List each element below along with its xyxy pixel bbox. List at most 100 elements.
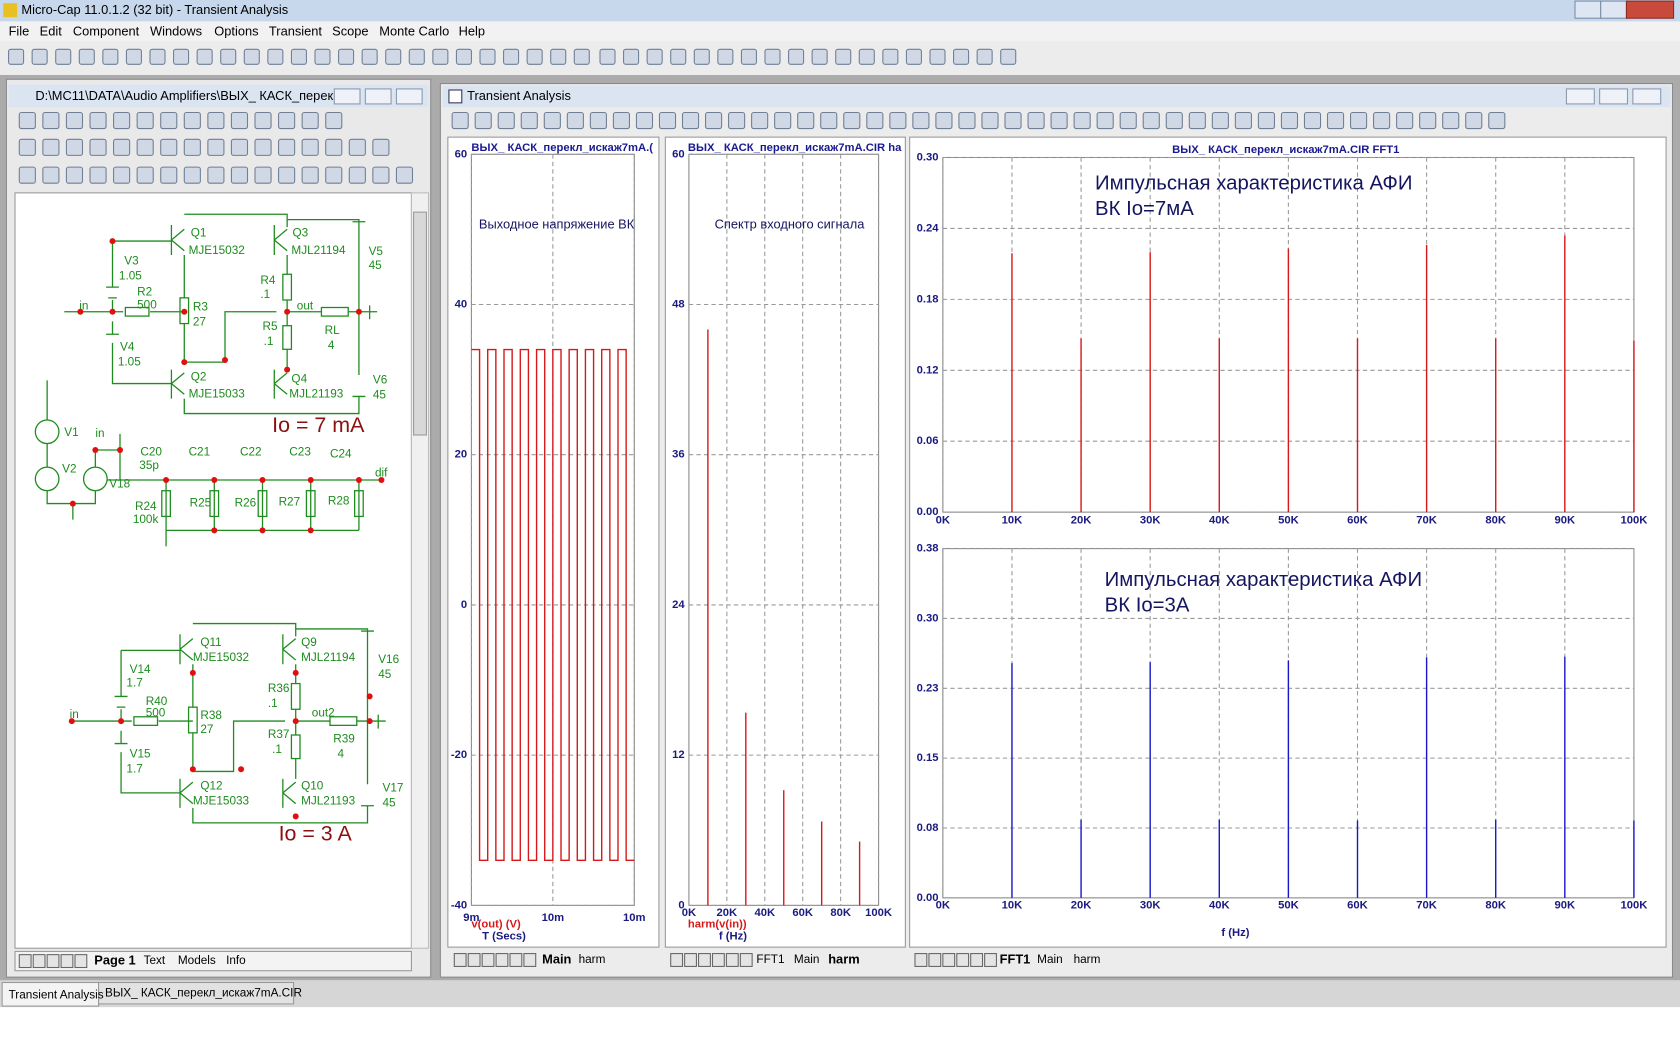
toolbar-button[interactable] [89,111,107,130]
menu-item[interactable]: Edit [40,24,63,39]
menu-item[interactable]: Scope [332,24,368,39]
maximize-button[interactable] [1600,0,1627,19]
toolbar-button[interactable] [173,48,190,65]
toolbar-button[interactable] [207,138,225,156]
toolbar-button[interactable] [230,138,249,156]
toolbar-button[interactable] [479,48,496,65]
toolbar-button[interactable] [658,111,677,130]
toolbar-button[interactable] [646,48,663,65]
toolbar-button[interactable] [18,111,36,130]
toolbar-button[interactable] [935,111,953,130]
toolbar-button[interactable] [136,111,154,130]
toolbar-button[interactable] [372,138,390,156]
menu-item[interactable]: Help [459,24,485,39]
toolbar-button[interactable] [1211,111,1229,130]
plot-tab[interactable]: harm [828,951,859,966]
toolbar-button[interactable] [348,166,366,184]
nav-button[interactable] [18,954,32,969]
nav-button[interactable] [481,953,495,967]
toolbar-button[interactable] [1165,111,1183,130]
nav-button[interactable] [984,953,997,967]
toolbar-button[interactable] [31,48,48,65]
toolbar-button[interactable] [1073,111,1091,130]
toolbar-button[interactable] [432,48,449,65]
toolbar-button[interactable] [451,111,469,130]
toolbar-button[interactable] [385,48,402,65]
toolbar-button[interactable] [717,48,734,65]
toolbar-button[interactable] [183,138,201,156]
toolbar-button[interactable] [623,48,640,65]
toolbar-button[interactable] [981,111,999,130]
sheet-tab[interactable]: Models [178,954,216,967]
toolbar-button[interactable] [858,48,875,65]
toolbar-button[interactable] [1257,111,1275,130]
toolbar-button[interactable] [774,111,792,130]
toolbar-button[interactable] [42,138,60,156]
toolbar-button[interactable] [160,138,178,156]
sheet-tab[interactable]: Info [226,954,246,967]
toolbar-button[interactable] [1419,111,1437,130]
toolbar-button[interactable] [612,111,630,130]
toolbar-button[interactable] [8,48,25,65]
menu-item[interactable]: Monte Carlo [379,24,449,39]
toolbar-button[interactable] [65,111,84,130]
nav-button[interactable] [32,954,46,969]
toolbar-button[interactable] [566,111,584,130]
nav-button[interactable] [670,953,684,967]
nav-button[interactable] [60,954,74,969]
plot-tab[interactable]: FFT1 [1000,951,1031,966]
toolbar-button[interactable] [278,138,296,156]
toolbar-button[interactable] [372,166,390,184]
toolbar-button[interactable] [18,166,36,184]
toolbar-button[interactable] [751,111,769,130]
toolbar-button[interactable] [55,48,72,65]
toolbar-button[interactable] [196,48,213,65]
toolbar-button[interactable] [1000,48,1017,65]
nav-button[interactable] [453,953,467,967]
toolbar-button[interactable] [740,48,757,65]
nav-button[interactable] [956,953,970,967]
toolbar-button[interactable] [207,111,225,130]
toolbar-button[interactable] [1280,111,1299,130]
toolbar-button[interactable] [543,111,561,130]
toolbar-button[interactable] [290,48,307,65]
sheet-tab[interactable]: Text [144,954,166,967]
toolbar-button[interactable] [1303,111,1322,130]
toolbar-button[interactable] [573,48,590,65]
toolbar-button[interactable] [728,111,746,130]
minimize-button[interactable] [1565,88,1595,105]
minimize-button[interactable] [1574,0,1602,19]
toolbar-button[interactable] [136,138,154,156]
toolbar-button[interactable] [220,48,237,65]
toolbar-button[interactable] [102,48,119,65]
toolbar-button[interactable] [889,111,907,130]
toolbar-button[interactable] [113,166,131,184]
toolbar-button[interactable] [348,138,366,156]
menu-item[interactable]: File [9,24,30,39]
toolbar-button[interactable] [1234,111,1252,130]
toolbar-button[interactable] [958,111,976,130]
toolbar-button[interactable] [912,111,930,130]
toolbar-button[interactable] [395,166,414,184]
menu-item[interactable]: Windows [150,24,202,39]
plot-tab[interactable]: harm [579,953,606,966]
toolbar-button[interactable] [905,48,922,65]
toolbar-button[interactable] [89,138,107,156]
plot-tab[interactable]: FFT1 [756,953,784,966]
nav-button[interactable] [711,953,725,967]
toolbar-button[interactable] [820,111,838,130]
toolbar-button[interactable] [497,111,515,130]
toolbar-button[interactable] [278,166,296,184]
toolbar-button[interactable] [65,138,84,156]
plot-tab[interactable]: Main [542,951,571,966]
toolbar-button[interactable] [589,111,607,130]
toolbar-button[interactable] [811,48,828,65]
toolbar-button[interactable] [254,111,272,130]
toolbar-button[interactable] [408,48,425,65]
toolbar-button[interactable] [325,138,343,156]
toolbar-button[interactable] [835,48,852,65]
toolbar-button[interactable] [65,166,84,184]
menu-item[interactable]: Options [214,24,258,39]
toolbar-button[interactable] [207,166,225,184]
sheet-tab[interactable]: Page 1 [94,952,135,967]
